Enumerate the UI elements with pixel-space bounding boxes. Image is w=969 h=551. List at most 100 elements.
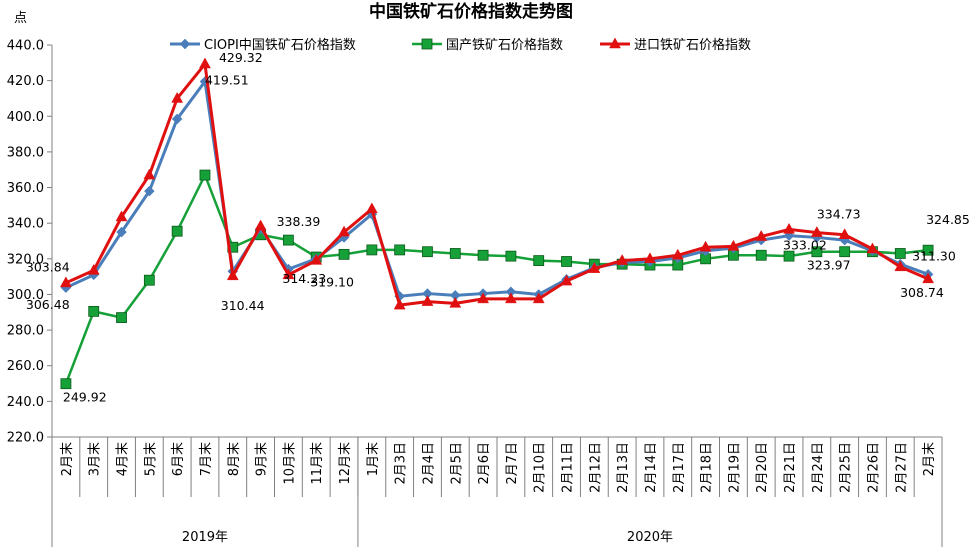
x-tick-label: 8月末 bbox=[227, 442, 242, 476]
x-tick-label: 3月末 bbox=[88, 442, 103, 476]
x-tick-label: 2月27日 bbox=[894, 442, 909, 493]
data-label: 419.51 bbox=[205, 73, 249, 88]
series-line bbox=[65, 80, 929, 298]
x-tick-label: 2月25日 bbox=[839, 442, 854, 493]
triangle-marker bbox=[783, 222, 795, 234]
triangle-marker bbox=[616, 254, 629, 265]
square-marker bbox=[922, 244, 934, 256]
group-label: 2020年 bbox=[627, 530, 673, 545]
square-marker bbox=[811, 246, 823, 258]
group-label: 2019年 bbox=[182, 530, 228, 545]
y-tick-label: 300.0 bbox=[7, 288, 44, 303]
data-label: 311.30 bbox=[912, 248, 956, 263]
square-marker bbox=[283, 234, 294, 246]
data-label: 308.74 bbox=[900, 285, 944, 300]
triangle-marker bbox=[644, 252, 656, 264]
x-tick-label: 2月13日 bbox=[616, 442, 631, 493]
triangle-marker bbox=[282, 268, 295, 280]
y-tick-label: 360.0 bbox=[7, 181, 44, 196]
legend-label: 国产铁矿石价格指数 bbox=[446, 37, 563, 53]
square-marker bbox=[449, 248, 461, 259]
square-marker bbox=[422, 246, 433, 258]
triangle-marker bbox=[755, 230, 768, 241]
x-tick-label: 12月末 bbox=[338, 442, 353, 485]
triangle-marker bbox=[588, 262, 601, 273]
triangle-marker bbox=[477, 292, 490, 304]
y-tick-label: 400.0 bbox=[7, 110, 44, 125]
y-tick-label: 440.0 bbox=[7, 39, 44, 54]
y-tick-label: 240.0 bbox=[7, 395, 44, 410]
legend-item: 进口铁矿石价格指数 bbox=[600, 37, 751, 53]
square-marker bbox=[755, 249, 767, 261]
triangle-marker bbox=[609, 37, 621, 49]
square-marker bbox=[421, 38, 433, 50]
square-marker bbox=[116, 312, 127, 324]
square-marker bbox=[199, 169, 211, 181]
triangle-marker bbox=[699, 240, 712, 252]
data-label: 249.92 bbox=[63, 390, 107, 405]
square-marker bbox=[60, 378, 72, 390]
x-tick-label: 1月末 bbox=[366, 442, 381, 476]
x-tick-label: 2月18日 bbox=[700, 442, 715, 493]
x-tick-label: 2月17日 bbox=[672, 442, 687, 493]
diamond-marker bbox=[143, 185, 155, 197]
data-label: 314.23 bbox=[282, 271, 326, 286]
triangle-marker bbox=[338, 225, 350, 237]
square-marker bbox=[366, 244, 378, 256]
x-tick-label: 2月12日 bbox=[588, 442, 603, 493]
data-label: 310.44 bbox=[221, 298, 265, 313]
data-label: 303.84 bbox=[26, 260, 70, 275]
y-tick-label: 340.0 bbox=[7, 217, 44, 232]
square-marker bbox=[533, 255, 545, 267]
triangle-marker bbox=[226, 269, 239, 281]
square-marker bbox=[783, 250, 795, 262]
triangle-marker bbox=[254, 219, 267, 231]
square-marker bbox=[88, 305, 100, 317]
series-layer bbox=[59, 57, 935, 390]
y-tick-label: 320.0 bbox=[7, 252, 44, 267]
square-marker bbox=[561, 256, 572, 267]
data-label: 429.32 bbox=[219, 50, 263, 65]
triangle-marker bbox=[59, 276, 72, 288]
legend: CIOPI中国铁矿石价格指数 国产铁矿石价格指数 进口铁矿石价格指数 bbox=[170, 37, 751, 53]
triangle-marker bbox=[115, 210, 128, 222]
triangle-marker bbox=[560, 274, 573, 286]
x-tick-label: 2月末 bbox=[922, 442, 937, 476]
triangle-marker bbox=[671, 248, 684, 260]
series-line bbox=[65, 62, 929, 307]
x-tick-label: 2月14日 bbox=[644, 442, 659, 493]
x-tick-label: 2月7日 bbox=[505, 442, 520, 485]
series-0 bbox=[60, 76, 934, 302]
x-tick-label: 2月26日 bbox=[866, 442, 881, 493]
legend-item: CIOPI中国铁矿石价格指数 bbox=[170, 37, 356, 53]
x-tick-label: 2月6日 bbox=[477, 442, 492, 485]
data-label: 334.73 bbox=[817, 207, 861, 222]
x-tick-label: 2月24日 bbox=[811, 442, 826, 493]
triangle-marker bbox=[922, 272, 935, 284]
series-line bbox=[64, 173, 929, 385]
legend-label: CIOPI中国铁矿石价格指数 bbox=[204, 37, 356, 53]
triangle-marker bbox=[87, 263, 100, 275]
x-tick-label: 9月末 bbox=[255, 442, 270, 476]
x-tick-label: 6月末 bbox=[171, 442, 186, 476]
x-tick-label: 2月末 bbox=[60, 442, 75, 476]
x-tick-label: 2月10日 bbox=[533, 442, 548, 493]
square-marker bbox=[143, 274, 155, 286]
triangle-marker bbox=[310, 253, 323, 265]
triangle-marker bbox=[810, 226, 823, 237]
x-tick-label: 2月11日 bbox=[561, 442, 576, 493]
triangle-marker bbox=[727, 239, 740, 251]
square-marker bbox=[338, 248, 350, 260]
x-tick-label: 11月末 bbox=[310, 442, 325, 485]
x-tick-label: 10月末 bbox=[282, 442, 297, 485]
square-marker bbox=[171, 225, 183, 237]
data-label: 306.48 bbox=[26, 297, 70, 312]
x-tick-label: 2月19日 bbox=[727, 442, 742, 493]
triangle-marker bbox=[894, 260, 907, 272]
data-label: 319.10 bbox=[310, 274, 354, 289]
x-tick-label: 2月3日 bbox=[394, 442, 409, 485]
triangle-marker bbox=[365, 202, 378, 214]
triangle-marker bbox=[838, 228, 851, 240]
